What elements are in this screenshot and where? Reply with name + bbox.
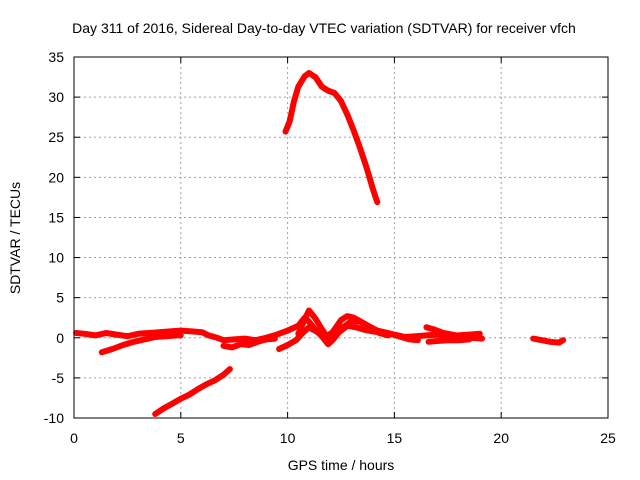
plot-frame: [73, 56, 609, 419]
y-tick-label: 5: [56, 290, 64, 306]
x-axis-label: GPS time / hours: [288, 457, 395, 473]
chart-title: Day 311 of 2016, Sidereal Day-to-day VTE…: [72, 20, 576, 36]
y-tick-label: 25: [48, 129, 64, 145]
series-line-arc-3: [152, 366, 233, 417]
y-tick-label: 15: [48, 209, 64, 225]
y-tick-label: 30: [48, 89, 64, 105]
series-line-arc-4: [220, 335, 278, 351]
data-series: [73, 70, 567, 417]
y-tick-label: -10: [44, 410, 64, 426]
grid-lines: [74, 57, 608, 418]
axis-ticks: 0 5 10 15 20 25 -10 -5 0 5 10 15 20 25 30 35: [44, 49, 616, 446]
x-tick-label: 20: [493, 430, 509, 446]
series-line-arc-9: [282, 70, 381, 206]
x-tick-label: 0: [70, 430, 78, 446]
x-tick-label: 5: [177, 430, 185, 446]
y-axis-label: SDTVAR / TECUs: [7, 182, 23, 294]
y-tick-label: 10: [48, 250, 64, 266]
series-line-arc-2: [98, 332, 184, 356]
series-line-arc-6: [295, 307, 421, 344]
y-tick-label: 20: [48, 169, 64, 185]
series-line-arc-8: [425, 336, 473, 345]
x-tick-label: 10: [280, 430, 296, 446]
x-tick-label: 25: [600, 430, 616, 446]
x-tick-label: 15: [387, 430, 403, 446]
y-tick-label: 35: [48, 49, 64, 65]
y-tick-label: 0: [56, 330, 64, 346]
y-tick-label: -5: [52, 370, 65, 386]
series-line-arc-10: [530, 335, 567, 346]
